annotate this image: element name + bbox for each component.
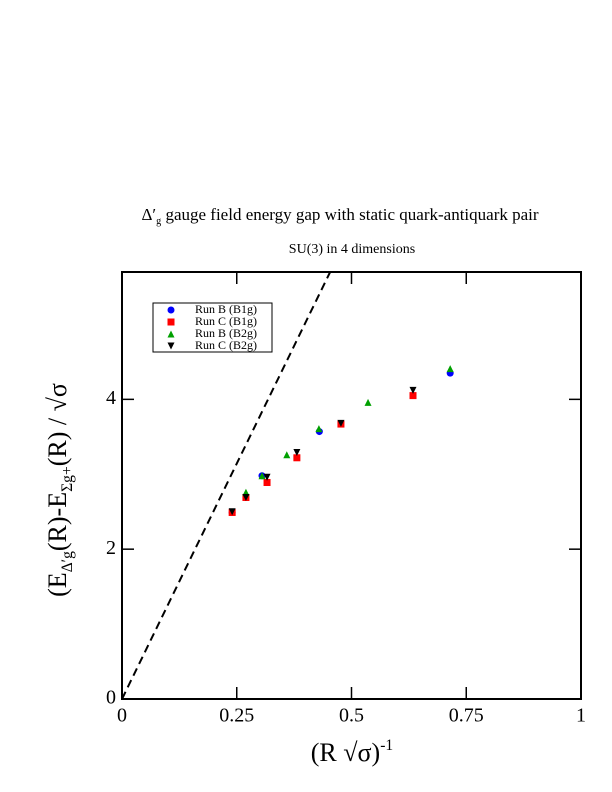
- point: [258, 472, 266, 480]
- legend-marker: [167, 330, 175, 338]
- label-part: Σg+: [59, 466, 76, 492]
- legend-marker: [167, 318, 175, 326]
- point: [409, 386, 417, 394]
- label-part: gauge field energy gap with static quark…: [161, 205, 539, 224]
- x-tick-label: 0.25: [219, 705, 254, 727]
- point: [364, 398, 372, 406]
- y-axis-label: (EΔ′g(R)-EΣg+(R) / √σ: [43, 383, 76, 597]
- label-part: (R) / √σ: [43, 383, 72, 466]
- point: [283, 451, 291, 459]
- point: [242, 493, 250, 501]
- label-part: Δ′: [141, 205, 156, 224]
- label-part: (E: [43, 572, 72, 597]
- x-tick-label: 0: [117, 705, 127, 727]
- point: [409, 392, 417, 400]
- legend-label: Run C (B2g): [195, 338, 257, 352]
- label-part: (R √σ): [311, 738, 380, 767]
- legend-label: Run B (B2g): [195, 326, 257, 340]
- x-tick-label: 0.5: [339, 705, 364, 727]
- chart-subtitle: SU(3) in 4 dimensions: [289, 242, 415, 257]
- point: [263, 479, 271, 487]
- point: [315, 425, 323, 433]
- point: [293, 454, 301, 462]
- legend-label: Run C (B1g): [195, 314, 257, 328]
- x-tick-label: 0.75: [449, 705, 484, 727]
- y-tick-label: 0: [106, 687, 116, 709]
- x-axis-label: (R √σ)-1: [311, 737, 393, 767]
- label-part: (R)-E: [43, 492, 72, 551]
- point: [263, 473, 271, 481]
- reference-line: [121, 271, 332, 700]
- y-tick-label: 2: [106, 537, 116, 559]
- point: [337, 419, 345, 427]
- legend-marker: [167, 306, 175, 314]
- label-part: Δ′g: [59, 551, 76, 572]
- point: [446, 365, 454, 373]
- x-tick-label: 1: [576, 705, 586, 727]
- legend-marker: [167, 342, 175, 350]
- point: [293, 449, 301, 457]
- point: [228, 508, 236, 516]
- label-part: -1: [380, 737, 393, 754]
- y-tick-label: 4: [106, 387, 116, 409]
- legend-label: Run B (B1g): [195, 302, 257, 316]
- label-part: g: [156, 216, 161, 227]
- chart-title: Δ′g gauge field energy gap with static q…: [141, 205, 538, 227]
